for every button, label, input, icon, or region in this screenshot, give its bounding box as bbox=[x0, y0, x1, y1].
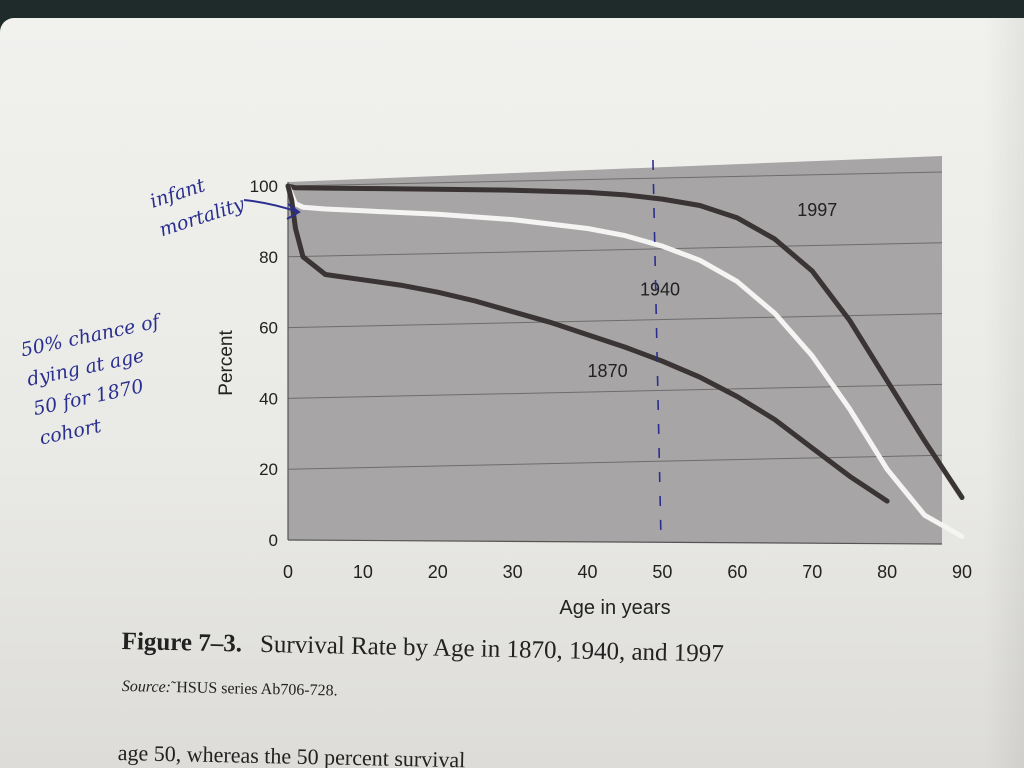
x-tick-label: 50 bbox=[652, 562, 672, 582]
series-line-1870 bbox=[285, 183, 890, 504]
x-axis-line bbox=[287, 539, 943, 545]
grid-line bbox=[287, 242, 943, 258]
x-tick-label: 30 bbox=[503, 562, 523, 582]
y-tick-label: 60 bbox=[259, 319, 278, 338]
x-tick-label: 80 bbox=[877, 562, 897, 582]
x-tick-label: 20 bbox=[428, 562, 448, 582]
x-tick-label: 90 bbox=[952, 562, 972, 582]
plot-area bbox=[287, 156, 943, 545]
y-tick-label: 40 bbox=[259, 389, 278, 408]
grid-line bbox=[287, 313, 943, 329]
x-tick-label: 0 bbox=[283, 562, 293, 582]
grid-line bbox=[287, 454, 943, 470]
survival-rate-chart: 0 20 40 60 80 100 0 10 20 30 40 50 60 70 80 90 Age in ye… bbox=[216, 156, 972, 619]
y-axis-label: Percent bbox=[216, 330, 237, 396]
x-tick-label: 70 bbox=[802, 562, 822, 582]
y-tick-label: 100 bbox=[250, 177, 278, 196]
arrow-head-icon bbox=[286, 203, 301, 220]
source-text: ˜HSUS series Ab706-728. bbox=[170, 679, 338, 700]
grid-line bbox=[287, 171, 943, 187]
source-label: Source: bbox=[121, 678, 172, 697]
y-tick-label: 0 bbox=[269, 531, 278, 550]
series-label-1997: 1997 bbox=[797, 200, 837, 220]
x-tick-label: 10 bbox=[353, 562, 373, 582]
series-label-1940: 1940 bbox=[640, 280, 680, 300]
x-tick-label: 60 bbox=[727, 562, 747, 582]
series-line-1997 bbox=[285, 183, 965, 500]
chart-marks: 0 20 40 60 80 100 0 10 20 30 40 50 60 70 80 90 Age in ye… bbox=[216, 159, 972, 619]
y-tick-label: 80 bbox=[259, 248, 278, 267]
x-axis-label: Age in years bbox=[559, 597, 670, 619]
infant-mortality-arrow bbox=[243, 199, 299, 213]
x-tick-label: 40 bbox=[578, 562, 598, 582]
series-label-1870: 1870 bbox=[588, 361, 628, 381]
y-tick-label: 20 bbox=[259, 460, 278, 479]
series-line-1940 bbox=[285, 183, 965, 539]
reference-dashed-line bbox=[652, 159, 662, 539]
book-page: 0 20 40 60 80 100 0 10 20 30 40 50 60 70 80 90 Age in ye… bbox=[0, 18, 1024, 768]
figure-label: Figure 7–3. bbox=[121, 628, 243, 658]
